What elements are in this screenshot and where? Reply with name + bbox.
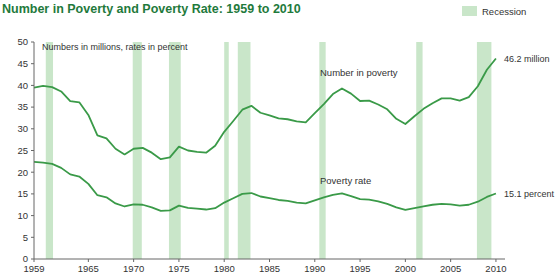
title: Number in Poverty and Poverty Rate: 1959… (2, 2, 301, 16)
y-tick-label: 35 (17, 101, 28, 112)
x-tick (450, 259, 451, 262)
x-tick (314, 259, 315, 262)
y-tick (31, 128, 34, 129)
recession-band (224, 42, 229, 259)
series-line (34, 162, 496, 211)
x-tick-label: 2000 (395, 263, 416, 274)
x-tick (495, 259, 496, 262)
y-tick (31, 150, 34, 151)
y-tick (31, 85, 34, 86)
x-tick-label: 1970 (123, 263, 144, 274)
y-tick (31, 215, 34, 216)
legend-label: Recession (482, 6, 526, 17)
y-tick-label: 50 (17, 36, 28, 47)
legend: Recession (462, 6, 526, 17)
x-tick-label: 1975 (168, 263, 189, 274)
y-tick-label: 25 (17, 145, 28, 156)
y-tick (31, 63, 34, 64)
value-label: 15.1 percent (504, 189, 555, 199)
y-tick (31, 193, 34, 194)
y-tick-label: 30 (17, 123, 28, 134)
recession-band (416, 42, 422, 259)
y-tick-label: 5 (23, 232, 28, 243)
plot-area (34, 42, 496, 259)
x-tick-label: 2005 (440, 263, 461, 274)
x-tick-label: 1985 (259, 263, 280, 274)
x-tick-label: 1959 (23, 263, 44, 274)
x-tick (360, 259, 361, 262)
x-tick (269, 259, 270, 262)
x-tick (405, 259, 406, 262)
recession-band (46, 42, 53, 259)
y-tick (31, 42, 34, 43)
y-tick-label: 20 (17, 167, 28, 178)
series-label: Poverty rate (320, 175, 371, 186)
x-tick-label: 1980 (214, 263, 235, 274)
y-tick-label: 40 (17, 80, 28, 91)
y-tick (31, 172, 34, 173)
y-tick-label: 10 (17, 210, 28, 221)
chart: Number in Poverty and Poverty Rate: 1959… (0, 0, 560, 275)
legend-swatch (462, 6, 477, 16)
x-tick (178, 259, 179, 262)
x-tick-label: 1995 (350, 263, 371, 274)
value-label: 46.2 million (504, 54, 550, 64)
x-tick-label: 2010 (485, 263, 506, 274)
series-line (34, 58, 496, 159)
recession-band (133, 42, 142, 259)
x-tick (34, 259, 35, 262)
x-tick (224, 259, 225, 262)
x-tick (88, 259, 89, 262)
y-tick (31, 237, 34, 238)
recession-band (238, 42, 251, 259)
y-tick-label: 45 (17, 58, 28, 69)
series-label: Number in poverty (320, 67, 398, 78)
subtitle: Numbers in millions, rates in percent (42, 42, 188, 52)
y-tick-label: 15 (17, 188, 28, 199)
y-tick (31, 107, 34, 108)
x-tick-label: 1965 (78, 263, 99, 274)
x-tick-label: 1990 (304, 263, 325, 274)
x-tick (133, 259, 134, 262)
